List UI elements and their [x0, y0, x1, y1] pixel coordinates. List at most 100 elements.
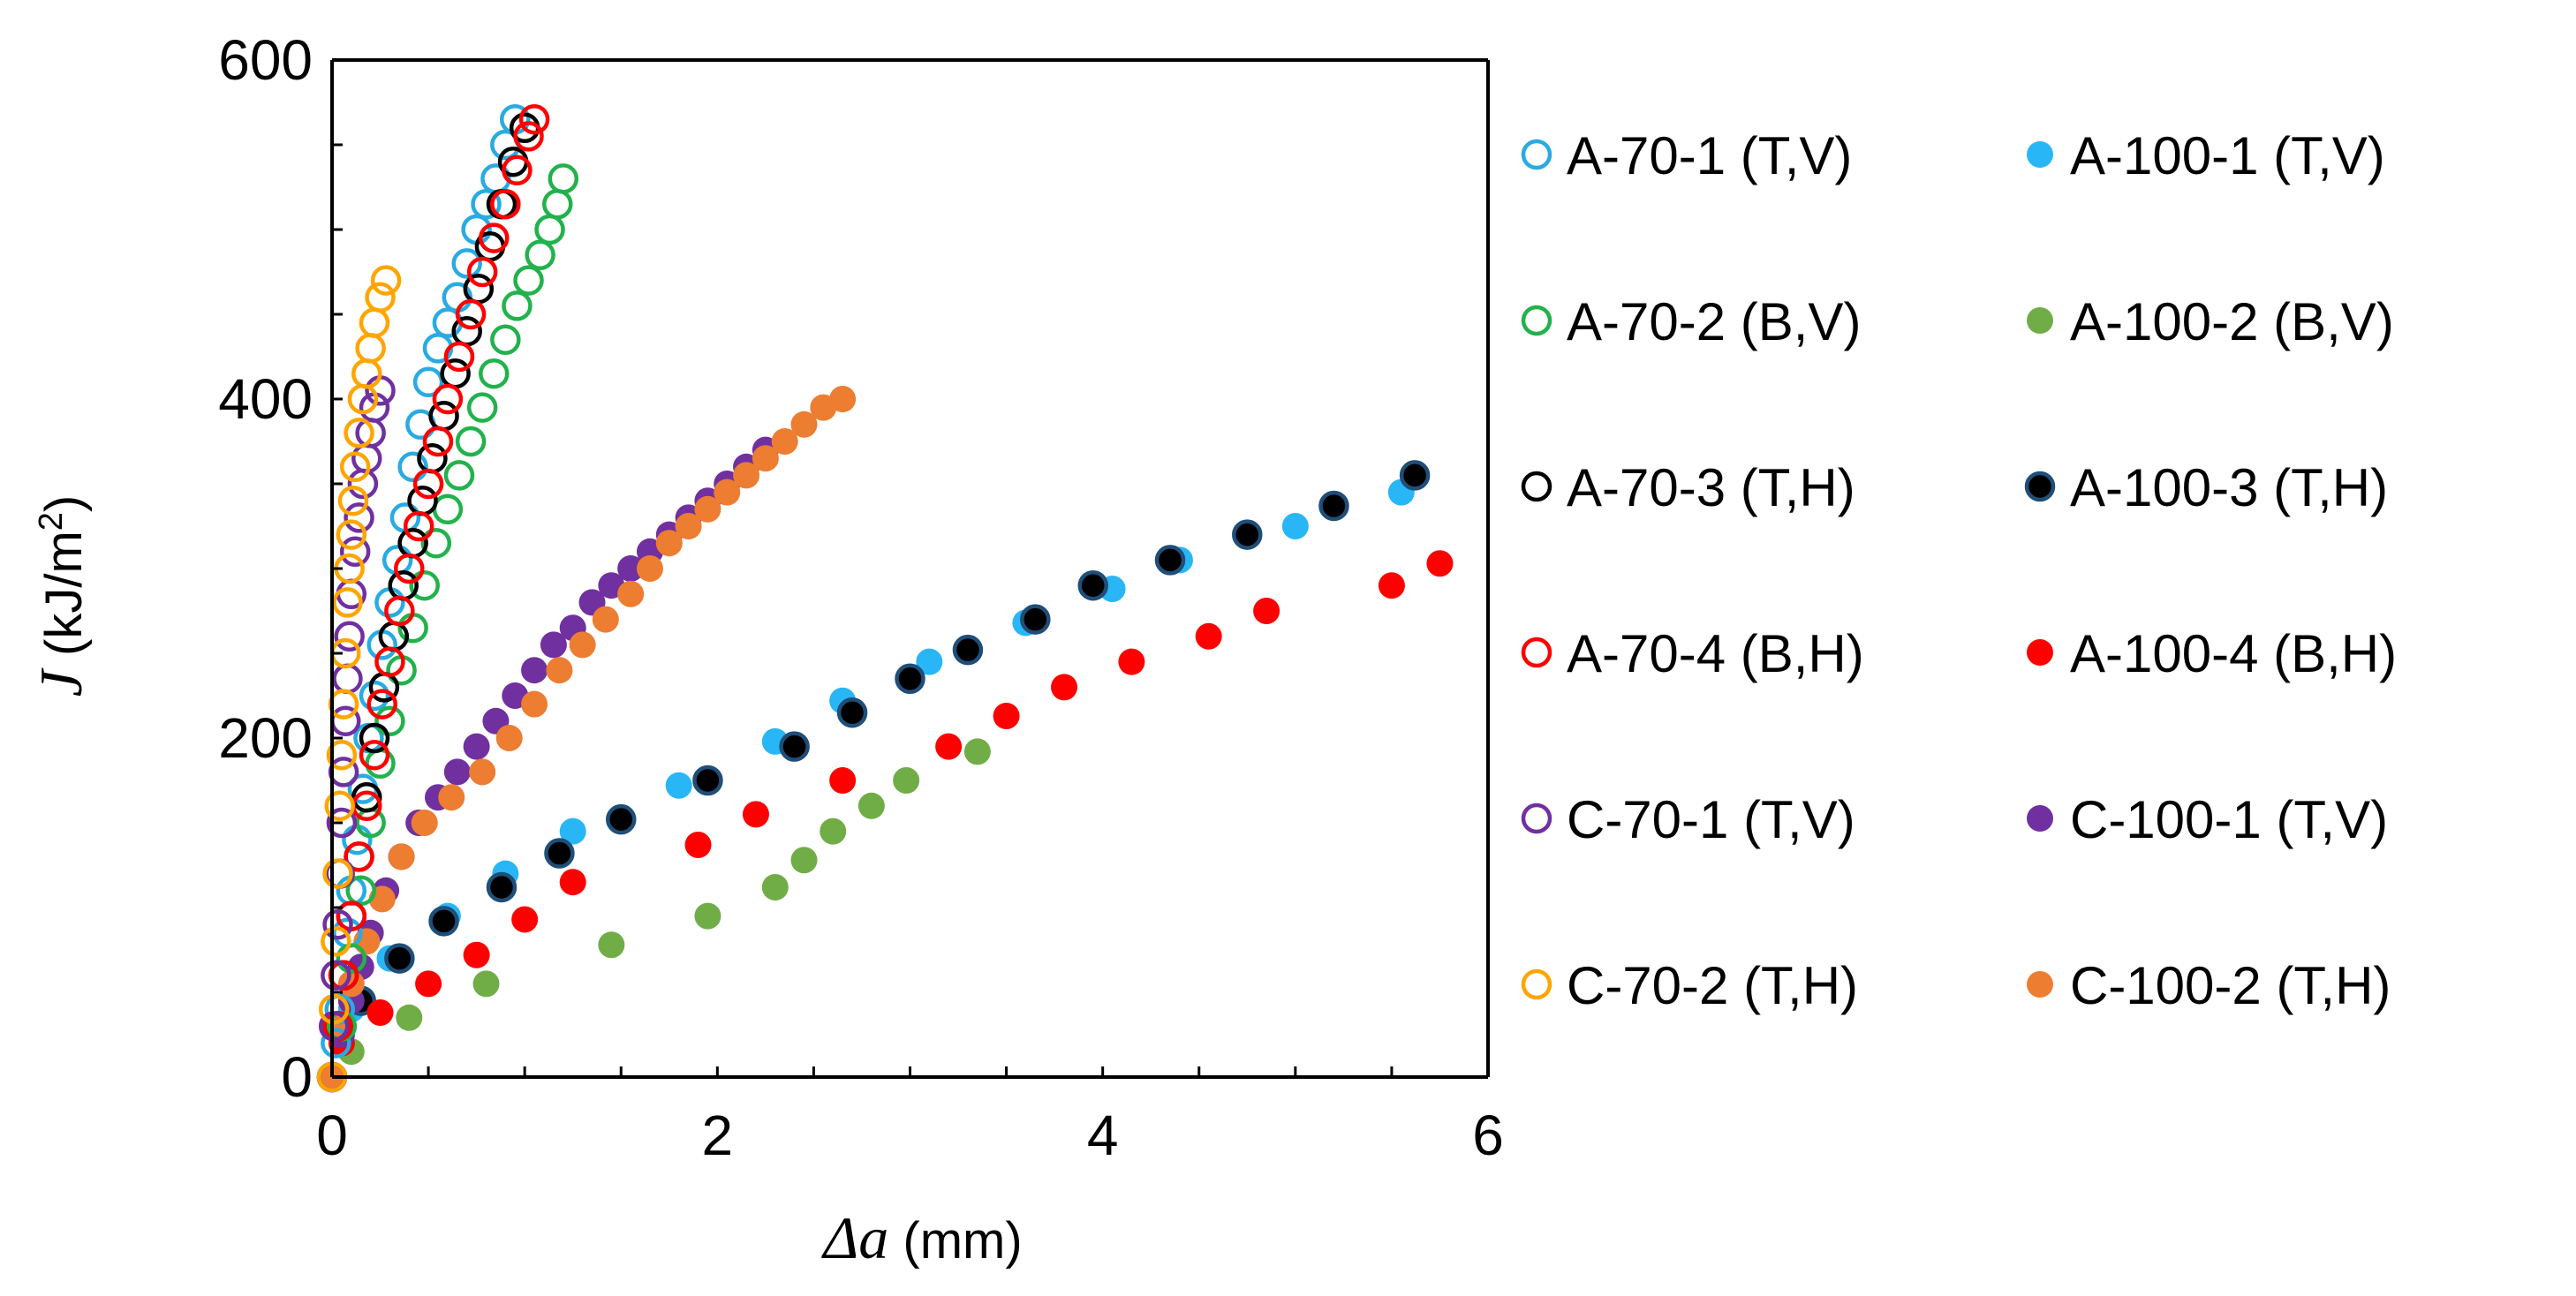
data-point — [540, 631, 567, 659]
data-point — [513, 265, 544, 296]
x-tick-label: 2 — [702, 1104, 734, 1167]
data-point — [790, 847, 818, 874]
data-point — [324, 790, 355, 822]
data-point — [455, 426, 487, 457]
data-point — [714, 478, 741, 506]
legend-item: A-100-1 (T,V) — [2027, 126, 2385, 185]
data-point — [443, 341, 475, 373]
data-point — [374, 705, 405, 737]
data-point — [1253, 598, 1280, 624]
legend-marker — [2027, 141, 2053, 168]
data-point — [328, 689, 359, 720]
data-point — [351, 358, 382, 389]
legend-marker — [1521, 139, 1552, 170]
data-point — [466, 256, 498, 288]
data-point — [479, 358, 510, 389]
legend-marker — [2027, 971, 2053, 998]
data-point — [993, 703, 1020, 730]
data-point — [463, 941, 490, 968]
data-point — [1378, 572, 1405, 599]
data-point — [502, 154, 533, 186]
data-point — [322, 858, 353, 889]
data-point — [326, 739, 358, 771]
legend-label: A-70-1 (T,V) — [1567, 126, 1852, 185]
data-point — [443, 758, 471, 786]
data-point — [422, 426, 454, 457]
data-point — [935, 733, 963, 760]
series-c-100-2-t-h — [319, 386, 857, 1090]
data-point — [318, 1011, 350, 1042]
data-point — [521, 657, 548, 684]
data-point — [359, 739, 390, 771]
data-point — [779, 731, 810, 762]
legend-label: A-70-4 (B,H) — [1567, 624, 1864, 683]
y-axis-unit-post: ) — [35, 495, 93, 512]
data-point — [1077, 569, 1109, 601]
data-point — [895, 663, 925, 695]
data-point — [472, 970, 500, 998]
legend-label: A-70-3 (T,H) — [1567, 458, 1855, 517]
data-point — [384, 595, 415, 627]
data-point — [359, 680, 390, 712]
legend-item: A-70-4 (B,H) — [1521, 624, 1864, 683]
data-point — [438, 784, 465, 811]
data-point — [592, 606, 619, 633]
data-point — [351, 790, 382, 822]
legend-marker — [2024, 471, 2056, 502]
y-axis-unit-pre: (kJ/m — [35, 531, 93, 670]
data-point — [820, 818, 847, 845]
data-point — [370, 265, 402, 296]
data-point — [443, 460, 475, 491]
data-point — [598, 931, 625, 959]
data-point — [752, 445, 779, 472]
x-axis-unit: (mm) — [888, 1212, 1022, 1270]
data-point — [409, 569, 440, 601]
data-point — [366, 689, 397, 720]
data-point — [420, 527, 452, 559]
data-point — [1020, 604, 1051, 635]
data-point — [396, 1004, 423, 1031]
data-point — [428, 906, 459, 937]
legend-marker — [2027, 307, 2053, 334]
data-point — [339, 451, 371, 483]
legend-label: A-100-3 (T,H) — [2070, 458, 2388, 517]
data-point — [733, 462, 760, 489]
data-point — [411, 810, 438, 836]
data-point — [412, 366, 444, 398]
legend-marker — [2027, 805, 2053, 832]
data-point — [326, 807, 358, 839]
legend-item: A-100-4 (B,H) — [2027, 624, 2397, 683]
data-point — [1281, 513, 1309, 539]
data-point — [322, 908, 353, 940]
data-point — [490, 324, 521, 356]
data-point — [1154, 545, 1186, 576]
data-point — [455, 298, 487, 330]
tick-labels: 0 200 400 600 0 2 4 6 — [218, 28, 1504, 1167]
legend-item: C-100-1 (T,V) — [2027, 790, 2388, 849]
legend-item: C-70-2 (T,H) — [1521, 956, 1858, 1015]
legend-label: C-100-1 (T,V) — [2070, 790, 2388, 849]
data-point — [469, 758, 496, 786]
y-tick-label: 600 — [218, 28, 313, 92]
legend-label: A-100-4 (B,H) — [2070, 624, 2397, 683]
legend-marker — [1521, 968, 1552, 1000]
data-point — [606, 803, 637, 835]
data-point — [344, 418, 374, 448]
data-point — [479, 222, 510, 253]
data-point — [893, 767, 920, 794]
data-point — [692, 765, 723, 796]
data-point — [490, 188, 521, 220]
data-point — [1232, 519, 1263, 550]
data-point — [412, 468, 444, 500]
data-point — [518, 103, 550, 135]
legend-label: A-100-1 (T,V) — [2070, 126, 2385, 185]
data-point — [344, 841, 374, 872]
data-point — [359, 722, 390, 754]
data-point — [394, 553, 425, 584]
data-point — [559, 869, 586, 896]
data-point — [665, 772, 692, 799]
data-point — [321, 960, 351, 991]
data-point — [857, 792, 885, 819]
